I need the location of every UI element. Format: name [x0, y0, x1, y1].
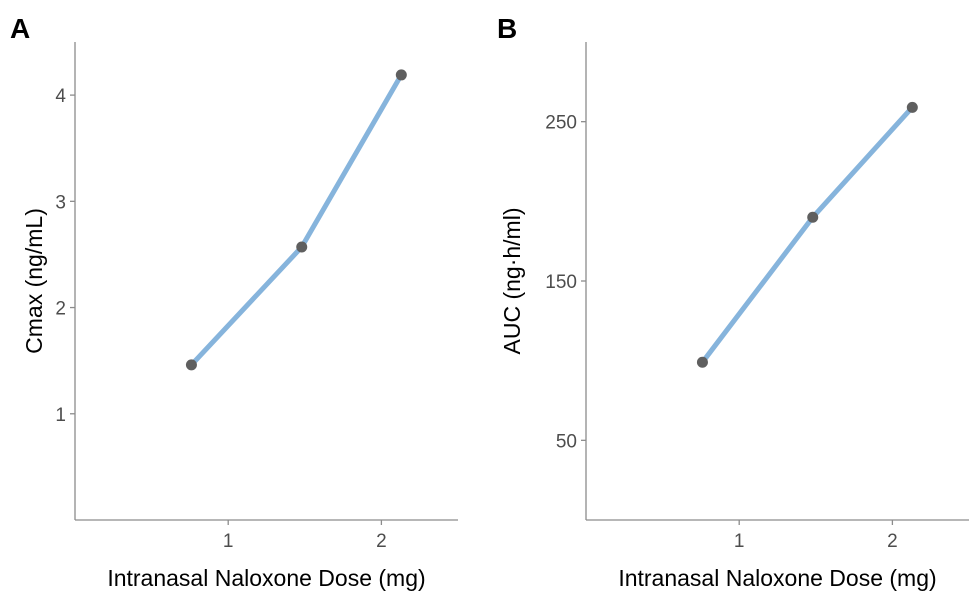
x-tick-label-b: 2 — [887, 531, 898, 552]
panel-a: A 1 2 3 4 1 2 Intranasal Naloxone Dose (mg) Cmax… — [10, 13, 458, 591]
y-axis-title-b: AUC (ng·h/ml) — [499, 208, 525, 355]
x-tick-label-a: 2 — [376, 531, 387, 552]
data-point-b — [696, 356, 708, 368]
data-point-a — [296, 241, 308, 253]
y-tick-label-b: 250 — [545, 113, 577, 134]
data-point-a — [185, 359, 197, 371]
series-line-b — [699, 104, 915, 365]
panel-b: B 50 150 250 1 2 Intranasal Naloxone Dose (mg)… — [497, 13, 969, 591]
x-tick-label-a: 1 — [223, 531, 234, 552]
x-axis-title-a: Intranasal Naloxone Dose (mg) — [107, 565, 425, 591]
panel-label-a: A — [10, 13, 30, 44]
y-tick-label-a: 2 — [55, 299, 66, 320]
y-tick-label-b: 50 — [556, 431, 577, 452]
y-tick-label-a: 3 — [55, 192, 66, 213]
x-axis-title-b: Intranasal Naloxone Dose (mg) — [618, 565, 936, 591]
data-point-b — [906, 101, 918, 113]
y-tick-label-a: 1 — [55, 405, 66, 426]
y-tick-label-a: 4 — [55, 86, 66, 107]
data-point-b — [807, 211, 819, 223]
series-line-a — [188, 72, 404, 368]
y-axis-title-a: Cmax (ng/mL) — [21, 208, 47, 354]
data-point-a — [395, 69, 407, 81]
panel-label-b: B — [497, 13, 517, 44]
x-tick-label-b: 1 — [734, 531, 745, 552]
y-tick-label-b: 150 — [545, 272, 577, 293]
